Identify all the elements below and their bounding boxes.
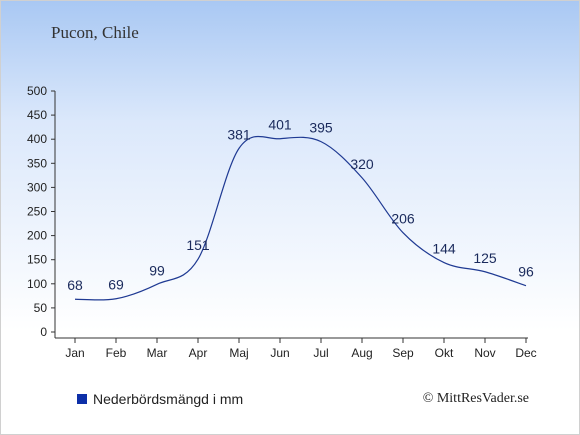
y-tick-label: 300 [27,180,47,194]
data-label: 395 [309,120,333,136]
x-tick-label: Sep [392,346,414,360]
data-label: 99 [149,262,165,278]
x-tick-label: Jun [270,346,289,360]
y-tick-label: 0 [40,325,47,339]
data-label: 320 [350,156,374,172]
y-tick-label: 500 [27,84,47,98]
data-label: 69 [108,277,124,293]
x-tick-label: Okt [435,346,454,360]
x-tick-label: Jul [313,346,328,360]
data-label: 206 [391,211,415,227]
data-label: 68 [67,277,83,293]
x-tick-label: Nov [474,346,495,360]
x-tick-label: Jan [65,346,84,360]
legend-swatch [77,394,87,404]
x-tick-label: Apr [189,346,208,360]
x-tick-label: Aug [351,346,372,360]
x-tick-label: Mar [147,346,168,360]
y-tick-label: 100 [27,277,47,291]
data-label: 125 [473,250,497,266]
y-tick-label: 50 [34,301,48,315]
data-label: 401 [268,117,292,133]
precipitation-line [74,135,527,301]
x-tick-label: Dec [515,346,536,360]
y-tick-label: 150 [27,253,47,267]
y-tick-label: 350 [27,156,47,170]
data-label: 144 [432,241,456,257]
copyright-text: © MittResVader.se [422,391,529,406]
data-label: 381 [227,126,251,142]
x-tick-label: Maj [229,346,248,360]
y-tick-label: 400 [27,132,47,146]
y-tick-label: 250 [27,205,47,219]
location-title: Pucon, Chile [51,23,139,42]
y-tick-label: 450 [27,108,47,122]
y-tick-label: 200 [27,229,47,243]
legend-label: Nederbördsmängd i mm [93,391,244,407]
legend: Nederbördsmängd i mm [77,391,243,407]
data-label: 96 [518,264,534,280]
data-label: 151 [186,237,210,253]
x-tick-label: Feb [106,346,127,360]
